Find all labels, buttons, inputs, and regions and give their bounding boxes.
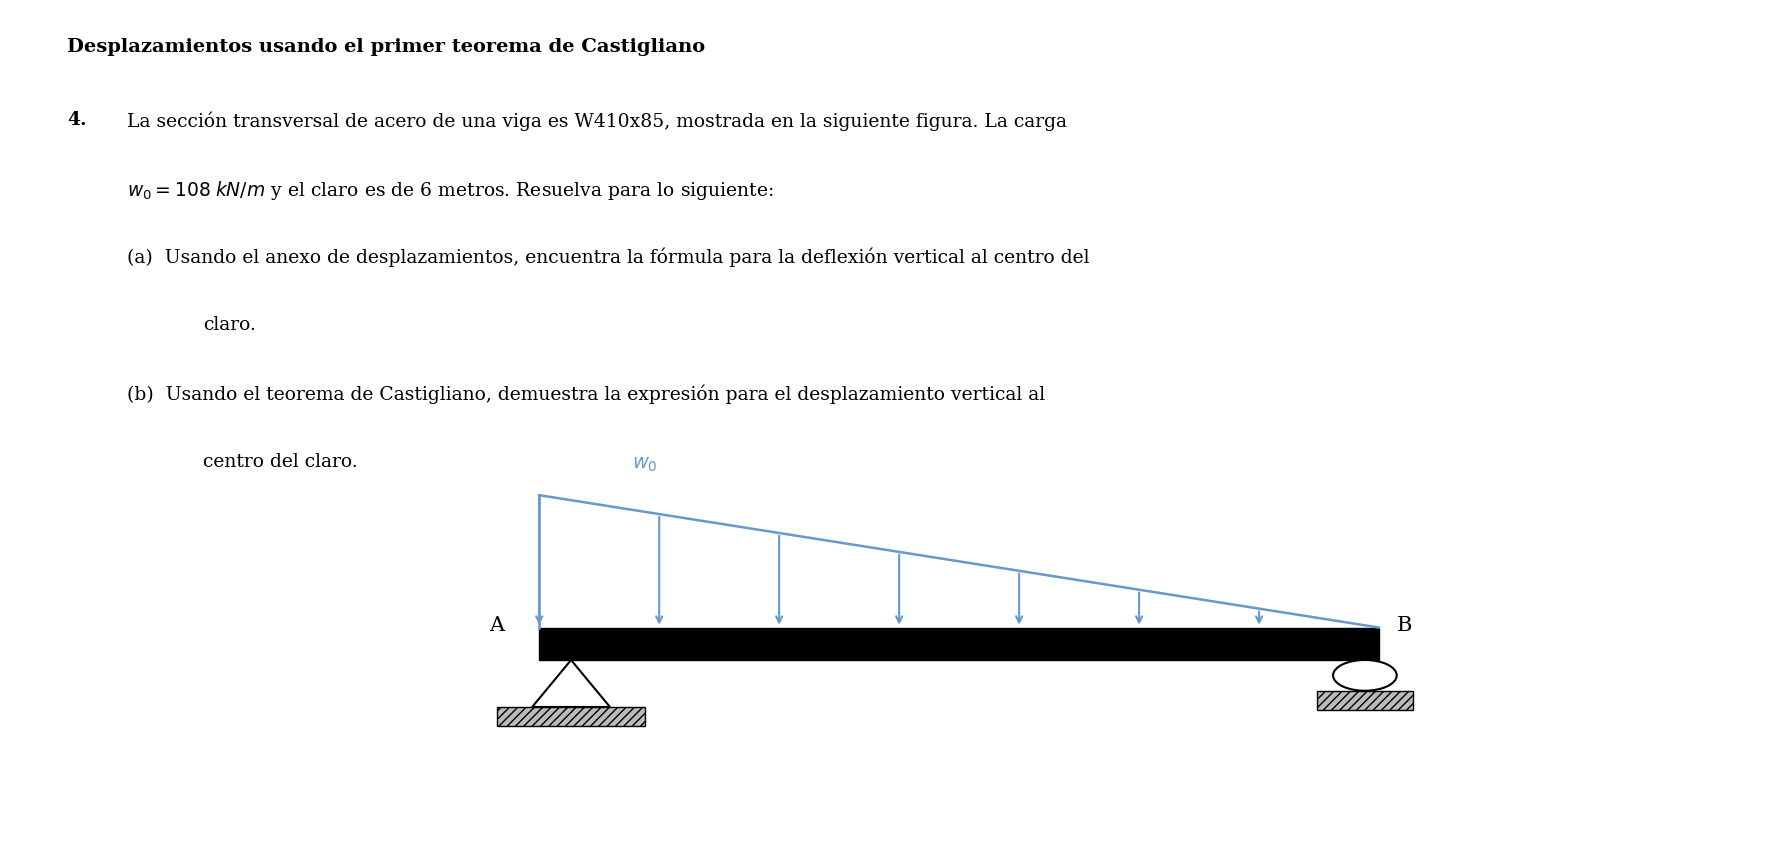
Text: (b)  Usando el teorema de Castigliano, demuestra la expresión para el desplazami: (b) Usando el teorema de Castigliano, de… (127, 384, 1045, 403)
Polygon shape (532, 660, 610, 707)
Text: claro.: claro. (203, 316, 256, 334)
Text: Desplazamientos usando el primer teorema de Castigliano: Desplazamientos usando el primer teorema… (67, 38, 705, 56)
Text: (a)  Usando el anexo de desplazamientos, encuentra la fórmula para la deflexión : (a) Usando el anexo de desplazamientos, … (127, 247, 1089, 267)
Text: A: A (488, 615, 504, 634)
Bar (1317, 691, 1413, 710)
Bar (539, 628, 1379, 660)
Text: 4.: 4. (67, 111, 87, 129)
Circle shape (1333, 660, 1397, 691)
Text: $w_0$: $w_0$ (633, 455, 658, 473)
Text: centro del claro.: centro del claro. (203, 452, 357, 470)
Text: La sección transversal de acero de una viga es W410x85, mostrada en la siguiente: La sección transversal de acero de una v… (127, 111, 1068, 131)
Text: B: B (1397, 615, 1413, 634)
Text: $w_0 = 108 \; kN/m$ y el claro es de 6 metros. Resuelva para lo siguiente:: $w_0 = 108 \; kN/m$ y el claro es de 6 m… (127, 179, 774, 202)
Bar (497, 707, 645, 726)
